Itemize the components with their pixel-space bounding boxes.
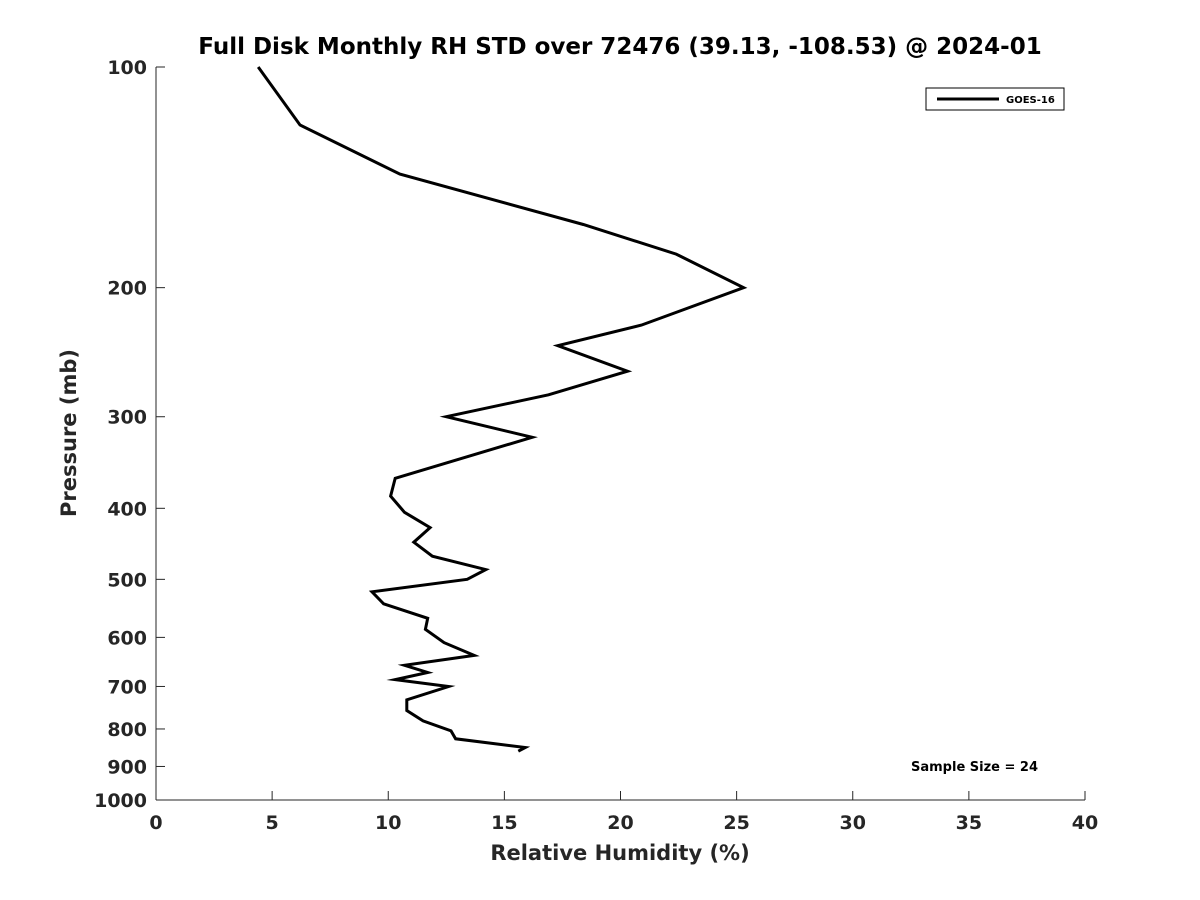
series-line-goes-16 <box>256 66 748 753</box>
data-point <box>398 173 401 176</box>
x-tick-label: 10 <box>375 812 401 834</box>
data-point <box>389 495 392 498</box>
y-tick-label: 600 <box>107 627 147 649</box>
plot-area <box>256 66 748 753</box>
data-point <box>675 253 678 256</box>
data-point <box>429 526 432 529</box>
data-point <box>445 415 448 418</box>
x-tick-label: 35 <box>956 812 982 834</box>
data-point <box>447 685 450 688</box>
y-tick-label: 1000 <box>94 790 147 812</box>
y-tick-label: 200 <box>107 278 147 300</box>
x-tick-label: 40 <box>1072 812 1098 834</box>
x-tick-label: 30 <box>840 812 866 834</box>
data-point <box>582 223 585 226</box>
x-tick-label: 5 <box>266 812 279 834</box>
data-point <box>431 555 434 558</box>
data-point <box>426 671 429 674</box>
y-tick-label: 100 <box>107 57 147 79</box>
data-point <box>422 719 425 722</box>
data-point <box>524 746 527 749</box>
x-tick-label: 20 <box>607 812 633 834</box>
data-point <box>556 344 559 347</box>
x-tick-label: 15 <box>491 812 517 834</box>
data-point <box>424 628 427 631</box>
y-axis-label: Pressure (mb) <box>57 349 81 517</box>
data-point <box>547 393 550 396</box>
legend: GOES-16 <box>925 87 1065 111</box>
y-tick-label: 300 <box>107 407 147 429</box>
data-point <box>640 324 643 327</box>
data-point <box>466 578 469 581</box>
x-axis-label: Relative Humidity (%) <box>490 841 749 865</box>
data-point <box>742 286 745 289</box>
data-point <box>412 541 415 544</box>
data-point <box>454 737 457 740</box>
data-point <box>626 370 629 373</box>
data-point <box>405 698 408 701</box>
data-point <box>517 750 520 753</box>
y-tick-label: 400 <box>107 498 147 520</box>
data-point <box>450 729 453 732</box>
data-point <box>394 678 397 681</box>
data-point <box>426 617 429 620</box>
data-point <box>394 477 397 480</box>
chart-title: Full Disk Monthly RH STD over 72476 (39.… <box>198 34 1042 60</box>
x-tick-label: 0 <box>149 812 162 834</box>
data-point <box>257 66 260 69</box>
data-point <box>403 664 406 667</box>
data-point <box>382 602 385 605</box>
data-point <box>531 436 534 439</box>
x-tick-label: 25 <box>723 812 749 834</box>
y-tick-label: 900 <box>107 756 147 778</box>
data-point <box>443 641 446 644</box>
y-tick-label: 700 <box>107 676 147 698</box>
y-tick-label: 800 <box>107 719 147 741</box>
data-point <box>371 590 374 593</box>
sample-size-annotation: Sample Size = 24 <box>911 760 1038 775</box>
y-tick-label: 500 <box>107 569 147 591</box>
data-point <box>473 654 476 657</box>
data-point <box>299 124 302 127</box>
data-point <box>484 568 487 571</box>
data-point <box>405 709 408 712</box>
axes: 0 5 10 15 20 25 30 35 40 100 200 300 400 500 600 700 800… <box>94 57 1098 834</box>
data-point <box>403 511 406 514</box>
legend-label-goes-16: GOES-16 <box>1006 95 1055 106</box>
